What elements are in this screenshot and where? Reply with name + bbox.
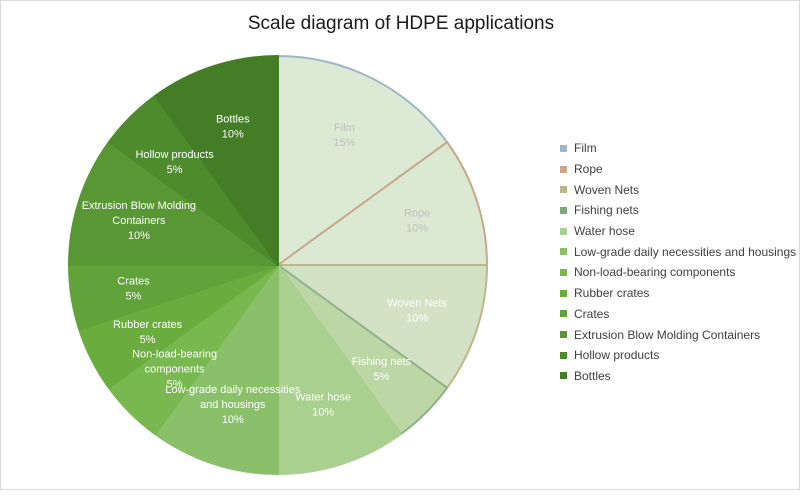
- legend-swatch: [560, 227, 567, 235]
- legend-label: Crates: [574, 306, 610, 321]
- legend-swatch: [560, 310, 567, 318]
- slice-label-hollow-products: Hollow products 5%: [135, 149, 214, 176]
- legend-item-woven-nets: Woven Nets: [560, 179, 796, 200]
- legend-item-water-hose: Water hose: [560, 221, 796, 242]
- slice-label-rubber-crates: Rubber crates 5%: [113, 319, 183, 346]
- slice-label-non-load-bearing-components: Non-load-bearing components 5%: [132, 348, 217, 390]
- pie-slice-woven-nets: [277, 264, 488, 389]
- legend-label: Film: [574, 141, 597, 156]
- pie-data-labels: Film 15% Rope 10% Woven Nets 10% Fishing nets 5…: [82, 113, 448, 426]
- legend-swatch: [560, 289, 567, 297]
- slice-label-low-grade-daily-necessities-and-housings: Low-grade daily necessities and housings 1…: [165, 384, 301, 426]
- legend-label: Woven Nets: [574, 182, 640, 197]
- legend-label: Extrusion Blow Molding Containers: [574, 327, 761, 342]
- legend-item-film: Film: [560, 138, 796, 159]
- chart-title: Scale diagram of HDPE applications: [247, 13, 555, 34]
- pie-slice-bottles: [154, 55, 279, 266]
- pie-slice-water-hose: [277, 264, 402, 475]
- legend-item-extrusion-blow-molding-containers: Extrusion Blow Molding Containers: [560, 324, 796, 345]
- slice-label-film: Film 15%: [333, 122, 355, 149]
- legend-swatch: [560, 165, 567, 173]
- legend-label: Bottles: [574, 368, 611, 383]
- legend-label: Water hose: [574, 224, 635, 239]
- legend-swatch: [560, 268, 567, 276]
- pie-slice-rope: [277, 141, 488, 266]
- legend-item-hollow-products: Hollow products: [560, 345, 796, 366]
- legend-swatch: [560, 248, 567, 256]
- pie-chart: Film 15% Rope 10% Woven Nets 10% Fishing nets 5…: [68, 55, 488, 475]
- slice-label-crates: Crates 5%: [117, 275, 150, 302]
- legend-label: Rope: [574, 162, 603, 177]
- legend-swatch: [560, 206, 567, 214]
- slice-label-fishing-nets: Fishing nets 5%: [352, 356, 412, 383]
- slice-label-extrusion-blow-molding-containers: Extrusion Blow Molding Containers 10%: [82, 200, 196, 242]
- slice-label-bottles: Bottles 10%: [216, 113, 250, 140]
- legend-item-low-grade-daily-necessities-and-housings: Low-grade daily necessities and housings: [560, 241, 796, 262]
- pie-slice-extrusion-blow-molding-containers: [68, 141, 279, 266]
- legend-label: Fishing nets: [574, 203, 639, 218]
- legend-swatch: [560, 331, 567, 339]
- legend-item-fishing-nets: Fishing nets: [560, 200, 796, 221]
- legend-item-rope: Rope: [560, 159, 796, 180]
- legend-label: Rubber crates: [574, 286, 650, 301]
- legend-swatch: [560, 144, 567, 152]
- legend-swatch: [560, 186, 567, 194]
- pie-slice-film: [277, 55, 449, 266]
- legend-item-rubber-crates: Rubber crates: [560, 283, 796, 304]
- legend-label: Low-grade daily necessities and housings: [574, 244, 797, 259]
- legend-swatch: [560, 372, 567, 380]
- pie-slice-low-grade-daily-necessities-and-housings: [154, 264, 279, 475]
- legend-label: Hollow products: [574, 348, 660, 363]
- legend: Film Rope Woven Nets Fishing nets Water hose…: [560, 138, 796, 386]
- legend-item-bottles: Bottles: [560, 366, 796, 387]
- slice-label-rope: Rope 10%: [404, 207, 430, 234]
- legend-label: Non-load-bearing components: [574, 265, 736, 280]
- legend-swatch: [560, 351, 567, 359]
- legend-item-non-load-bearing-components: Non-load-bearing components: [560, 262, 796, 283]
- legend-item-crates: Crates: [560, 304, 796, 325]
- slice-label-woven-nets: Woven Nets 10%: [387, 298, 447, 325]
- pie-slices: [68, 55, 488, 475]
- slice-label-water-hose: Water hose 10%: [295, 392, 351, 419]
